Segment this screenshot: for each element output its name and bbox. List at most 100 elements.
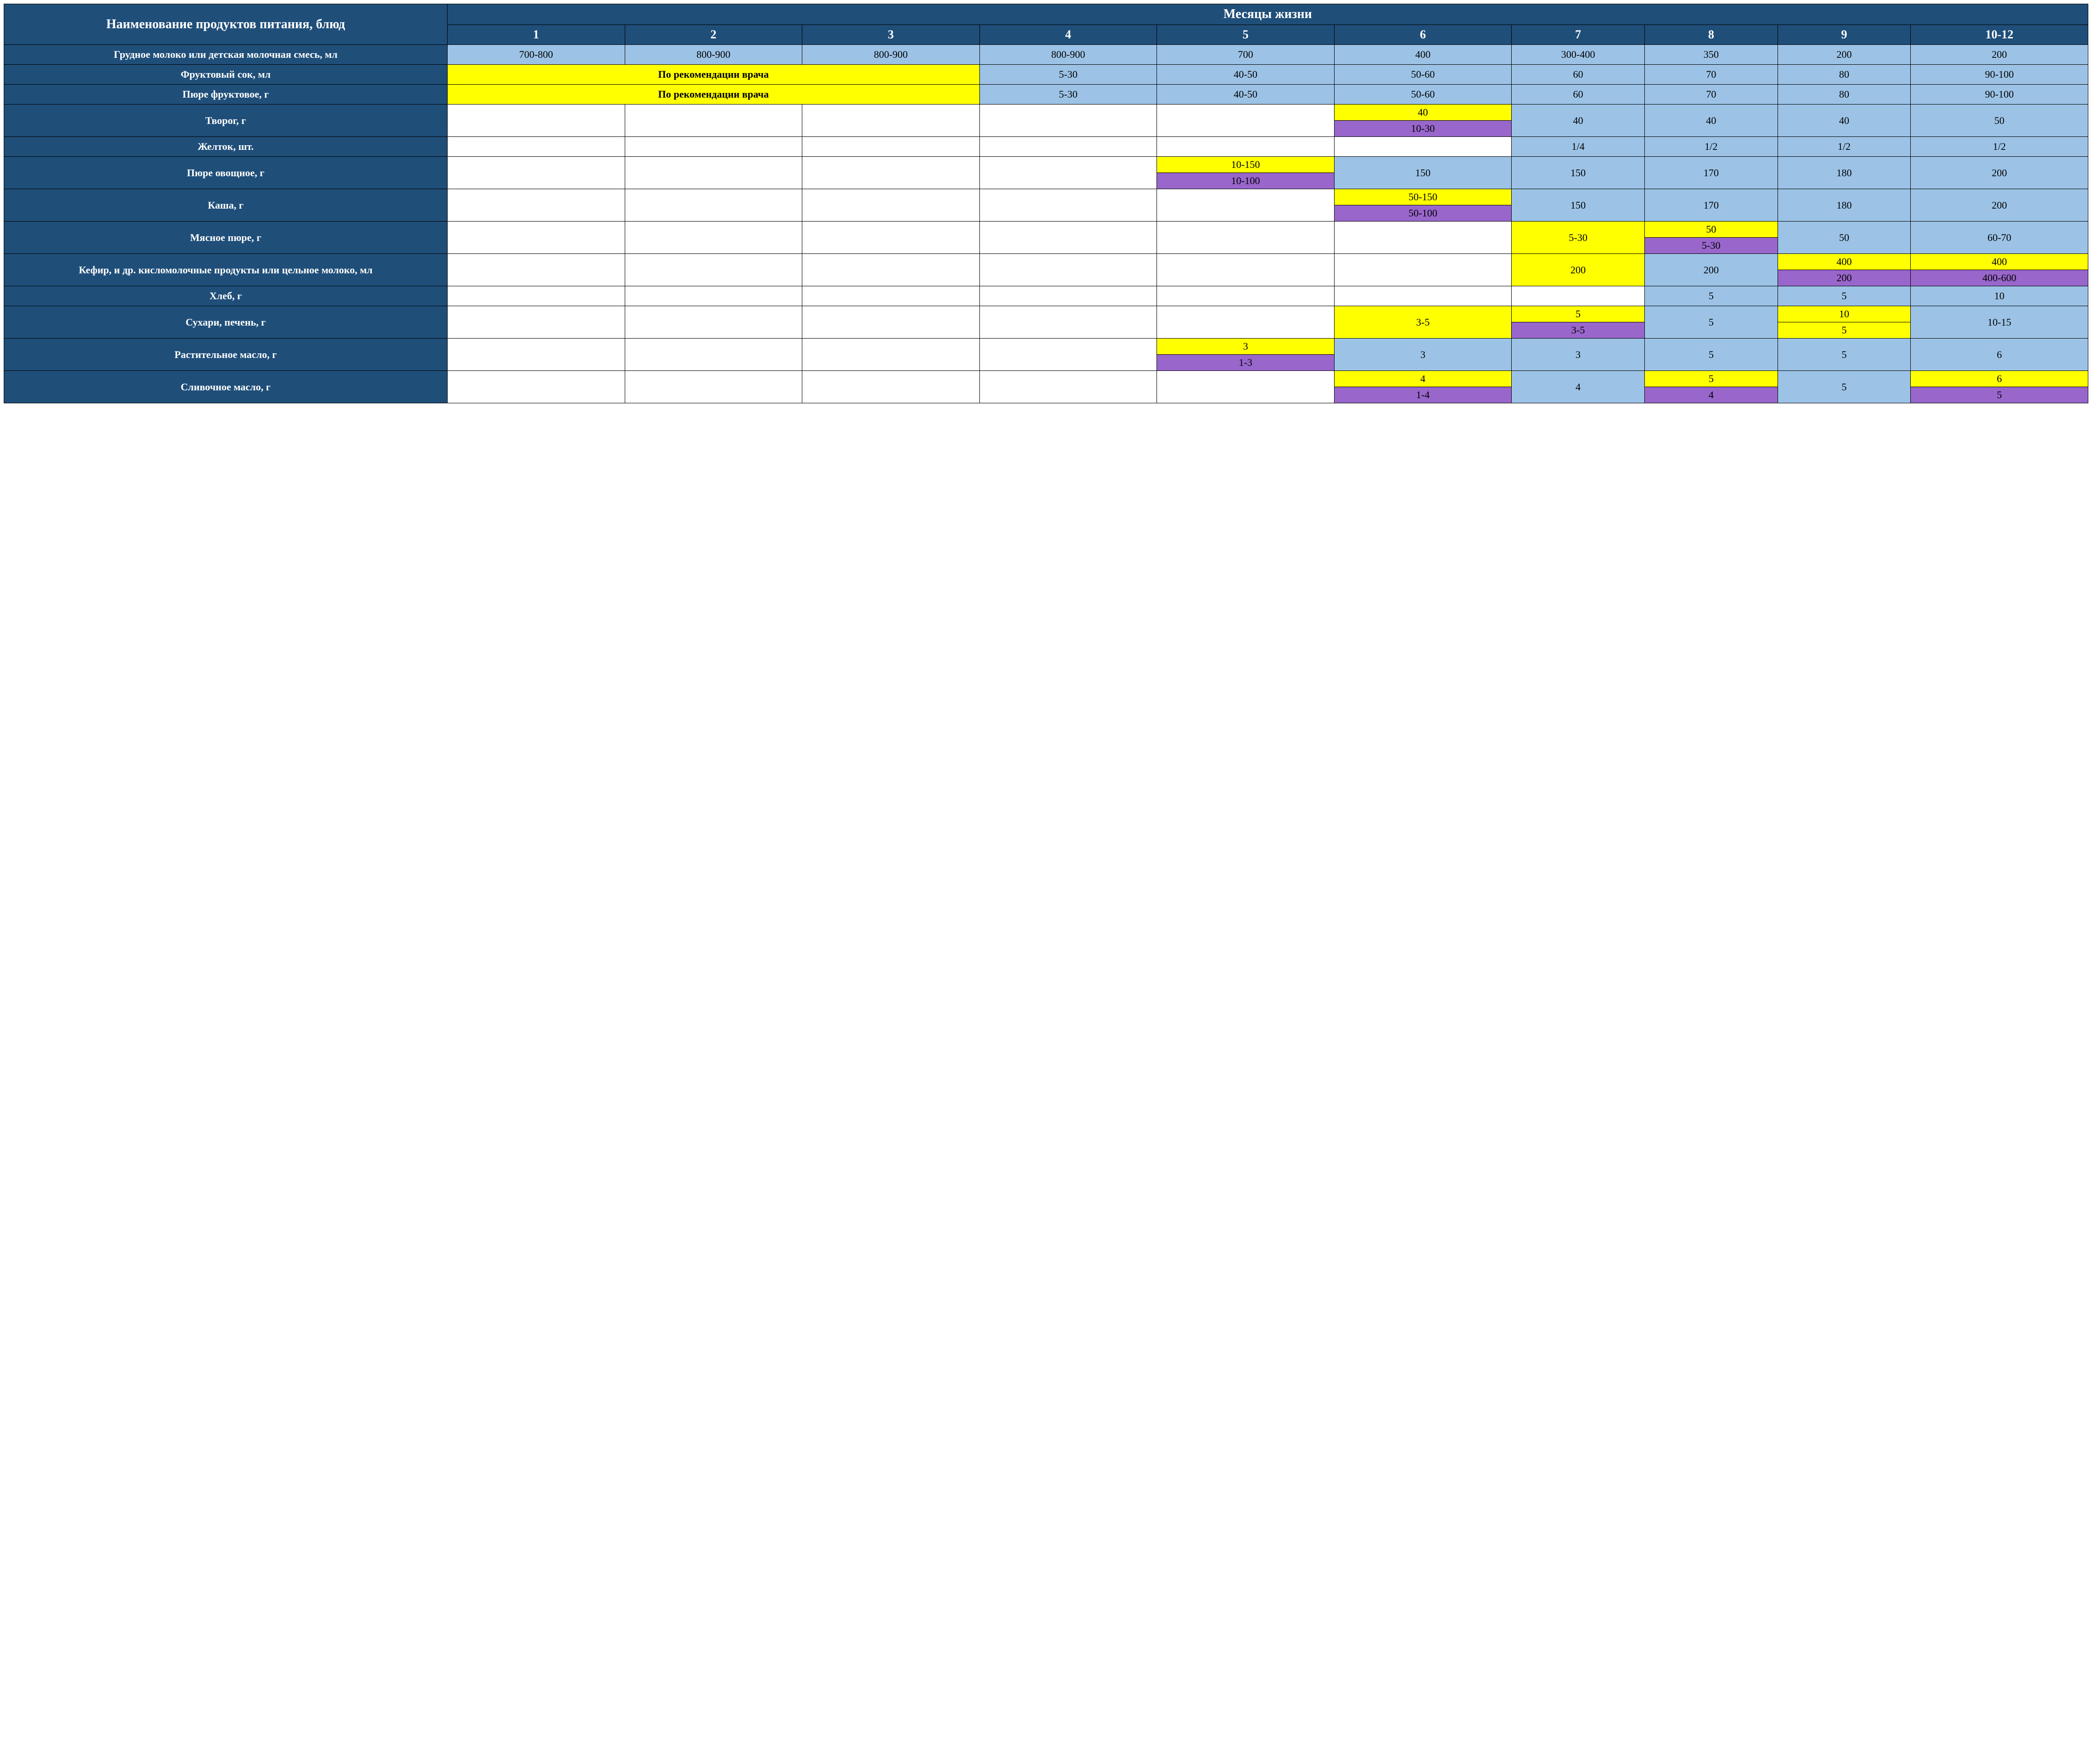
cell	[979, 306, 1157, 339]
cell	[625, 306, 802, 339]
cell	[625, 157, 802, 189]
cell: 150	[1334, 157, 1512, 189]
cell-part: 50-150	[1335, 189, 1512, 205]
cell: 1/2	[1645, 137, 1778, 157]
cell: 80	[1778, 65, 1911, 85]
cell	[447, 222, 625, 254]
cell	[802, 157, 980, 189]
row-header: Мясное пюре, г	[4, 222, 448, 254]
cell: 60	[1512, 65, 1645, 85]
table-row: Творог, г4010-3040404050	[4, 105, 2088, 137]
cell: 170	[1645, 189, 1778, 222]
table-row: Кефир, и др. кисломолочные продукты или …	[4, 254, 2088, 286]
cell	[447, 157, 625, 189]
cell	[802, 189, 980, 222]
cell	[979, 105, 1157, 137]
cell	[1512, 286, 1645, 306]
cell	[1157, 189, 1335, 222]
cell	[1157, 286, 1335, 306]
cell	[625, 222, 802, 254]
cell: 4	[1512, 371, 1645, 403]
cell: 105	[1778, 306, 1911, 339]
cell	[979, 222, 1157, 254]
cell	[625, 286, 802, 306]
cell: 200	[1512, 254, 1645, 286]
cell	[979, 189, 1157, 222]
row-header: Кефир, и др. кисломолочные продукты или …	[4, 254, 448, 286]
cell: 350	[1645, 45, 1778, 65]
header-month-1: 1	[447, 25, 625, 45]
cell	[447, 371, 625, 403]
row-header: Желток, шт.	[4, 137, 448, 157]
cell: 180	[1778, 189, 1911, 222]
row-header: Каша, г	[4, 189, 448, 222]
header-month-9: 9	[1778, 25, 1911, 45]
cell: 60-70	[1911, 222, 2088, 254]
cell	[802, 286, 980, 306]
cell	[802, 222, 980, 254]
header-corner: Наименование продуктов питания, блюд	[4, 4, 448, 45]
cell	[979, 157, 1157, 189]
cell: 90-100	[1911, 85, 2088, 105]
cell	[447, 254, 625, 286]
cell	[1157, 105, 1335, 137]
cell: 3	[1512, 339, 1645, 371]
cell: 1/2	[1911, 137, 2088, 157]
cell-part: 400	[1911, 254, 2088, 270]
header-group: Месяцы жизни	[447, 4, 2088, 25]
cell: 150	[1512, 157, 1645, 189]
cell: 4010-30	[1334, 105, 1512, 137]
cell: 90-100	[1911, 65, 2088, 85]
cell: 50-60	[1334, 85, 1512, 105]
cell-part: 4	[1335, 371, 1512, 387]
cell: 10-15010-100	[1157, 157, 1335, 189]
table-row: Растительное масло, г31-333556	[4, 339, 2088, 371]
cell-part: 10	[1778, 306, 1911, 322]
cell: 50-15050-100	[1334, 189, 1512, 222]
cell: 50	[1911, 105, 2088, 137]
cell	[1157, 254, 1335, 286]
cell-part: 10-30	[1335, 121, 1512, 136]
cell: 65	[1911, 371, 2088, 403]
table-row: Пюре овощное, г10-15010-1001501501701802…	[4, 157, 2088, 189]
header-month-10: 10-12	[1911, 25, 2088, 45]
cell: 300-400	[1512, 45, 1645, 65]
table-row: Пюре фруктовое, гПо рекомендации врача5-…	[4, 85, 2088, 105]
cell: 54	[1645, 371, 1778, 403]
table-row: Грудное молоко или детская молочная смес…	[4, 45, 2088, 65]
cell-part: 3-5	[1512, 322, 1644, 338]
cell: 800-900	[802, 45, 980, 65]
cell: 53-5	[1512, 306, 1645, 339]
cell	[1334, 137, 1512, 157]
cell	[802, 137, 980, 157]
cell: 5	[1778, 339, 1911, 371]
header-month-7: 7	[1512, 25, 1645, 45]
row-header: Фруктовый сок, мл	[4, 65, 448, 85]
cell: 400400-600	[1911, 254, 2088, 286]
cell	[625, 339, 802, 371]
row-header: Грудное молоко или детская молочная смес…	[4, 45, 448, 65]
cell: 70	[1645, 85, 1778, 105]
cell-part: 6	[1911, 371, 2088, 387]
cell: 5	[1778, 371, 1911, 403]
cell	[447, 189, 625, 222]
cell: 5-30	[979, 85, 1157, 105]
cell: 10	[1911, 286, 2088, 306]
cell	[1334, 254, 1512, 286]
cell: 5	[1645, 286, 1778, 306]
cell: 40	[1645, 105, 1778, 137]
table-row: Хлеб, г5510	[4, 286, 2088, 306]
header-month-3: 3	[802, 25, 980, 45]
cell	[447, 105, 625, 137]
cell-part: 1-4	[1335, 387, 1512, 403]
cell	[1157, 371, 1335, 403]
cell-part: 4	[1645, 387, 1778, 403]
cell-part: 5	[1778, 322, 1911, 338]
header-month-5: 5	[1157, 25, 1335, 45]
cell	[625, 254, 802, 286]
cell: 700-800	[447, 45, 625, 65]
cell: 400	[1334, 45, 1512, 65]
cell	[1157, 137, 1335, 157]
cell: 40	[1512, 105, 1645, 137]
cell	[802, 339, 980, 371]
